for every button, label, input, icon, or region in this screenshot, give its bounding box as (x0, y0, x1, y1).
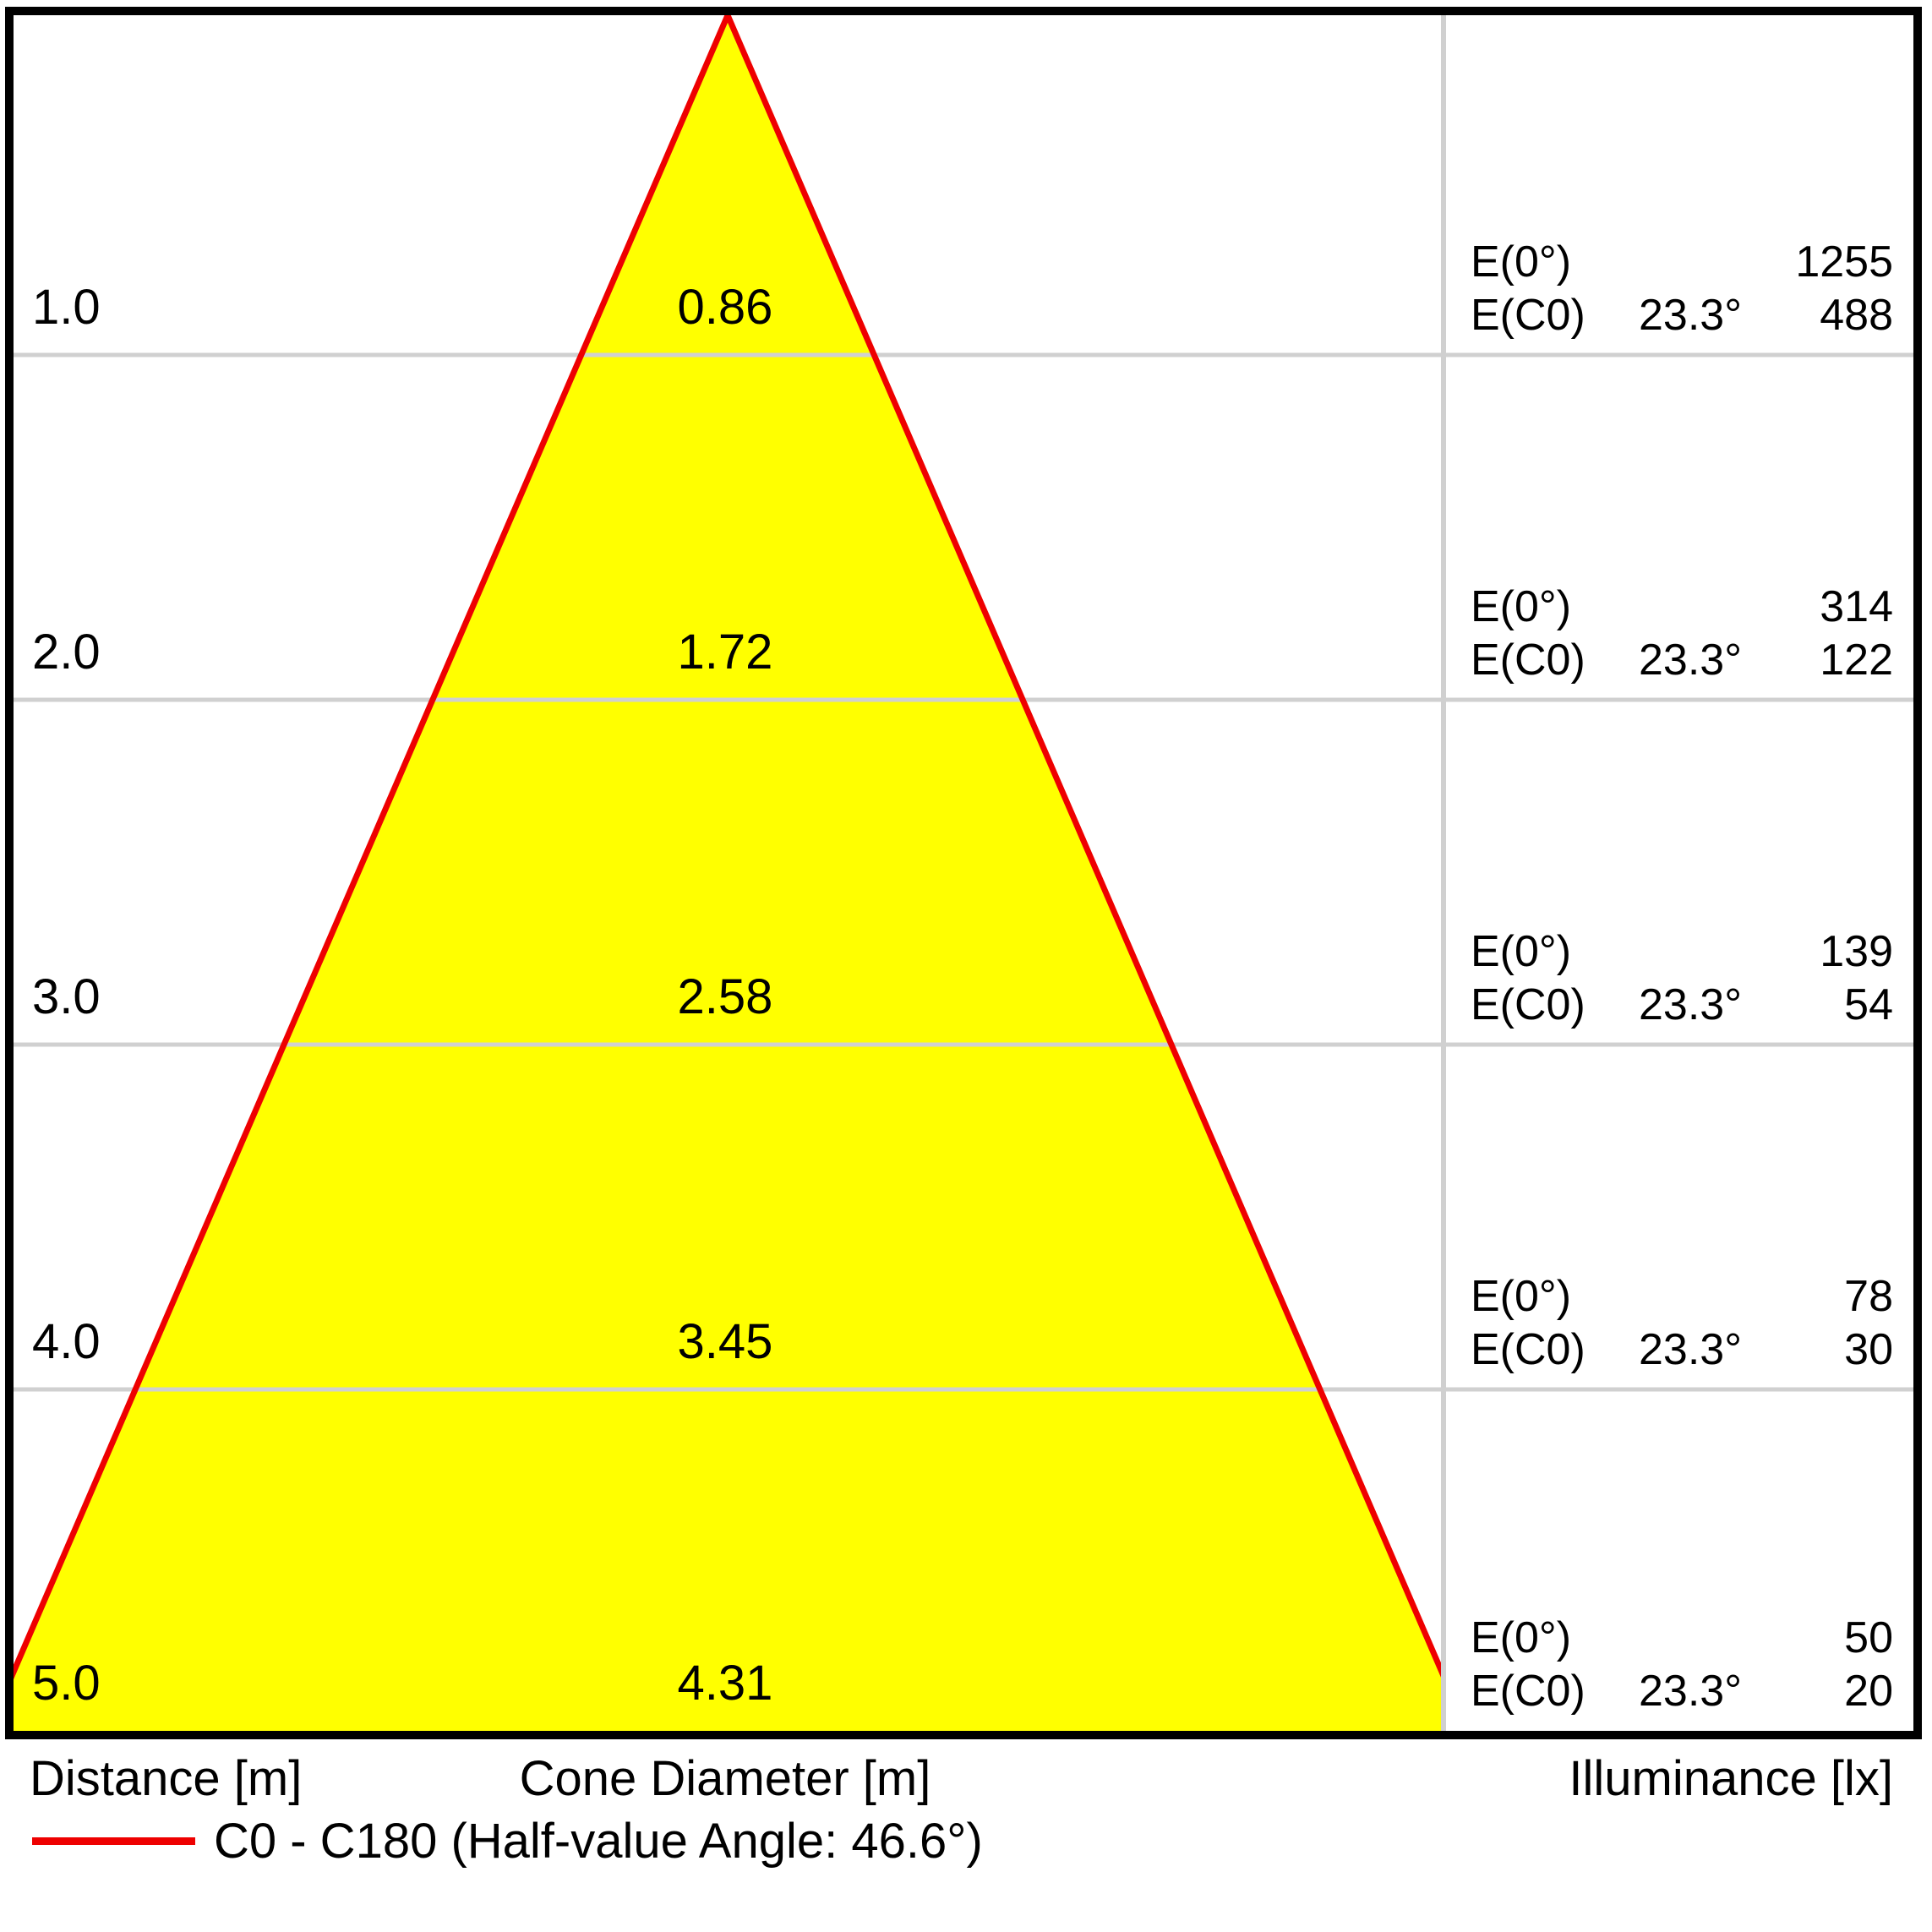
e0-label-1m: E(0°) (1471, 237, 1572, 287)
cone-diameter-label-1m: 0.86 (677, 280, 773, 335)
legend-label: C0 - C180 (Half-value Angle: 46.6°) (214, 1814, 983, 1869)
distance-label-5m: 5.0 (32, 1656, 101, 1711)
legend-red-line-swatch (32, 1837, 195, 1845)
ec0-angle-5m: 23.3° (1638, 1667, 1742, 1716)
cone-diameter-label-2m: 1.72 (677, 625, 773, 679)
e0-value-3m: 139 (1820, 927, 1893, 976)
distance-label-2m: 2.0 (32, 625, 101, 679)
ec0-value-5m: 20 (1844, 1667, 1893, 1716)
ec0-label-2m: E(C0) (1471, 636, 1585, 685)
distance-axis-caption: Distance [m] (30, 1751, 303, 1806)
e0-label-4m: E(0°) (1471, 1272, 1572, 1321)
e0-value-4m: 78 (1844, 1272, 1893, 1321)
beam-edge-right-line (724, 15, 1441, 1678)
ec0-value-4m: 30 (1844, 1325, 1893, 1374)
beam-edge-left-line (14, 15, 731, 1680)
e0-label-2m: E(0°) (1471, 582, 1572, 631)
e0-value-5m: 50 (1844, 1613, 1893, 1662)
distance-label-3m: 3.0 (32, 969, 101, 1024)
cone-diameter-axis-caption: Cone Diameter [m] (519, 1751, 931, 1806)
light-cone-triangle (14, 15, 1441, 1731)
ec0-value-1m: 488 (1820, 291, 1893, 340)
ec0-label-1m: E(C0) (1471, 291, 1585, 340)
cone-plot-area (14, 15, 1913, 1731)
cone-diameter-label-4m: 3.45 (677, 1314, 773, 1369)
e0-value-1m: 1255 (1795, 237, 1893, 287)
e0-value-2m: 314 (1820, 582, 1893, 631)
ec0-label-5m: E(C0) (1471, 1667, 1585, 1716)
ec0-label-4m: E(C0) (1471, 1325, 1585, 1374)
ec0-angle-1m: 23.3° (1638, 291, 1742, 340)
ec0-angle-4m: 23.3° (1638, 1325, 1742, 1374)
cone-diameter-label-5m: 4.31 (677, 1656, 773, 1711)
e0-label-3m: E(0°) (1471, 927, 1572, 976)
ec0-value-2m: 122 (1820, 636, 1893, 685)
ec0-angle-3m: 23.3° (1638, 980, 1742, 1029)
illuminance-axis-caption: Illuminance [lx] (1569, 1751, 1893, 1806)
e0-label-5m: E(0°) (1471, 1613, 1572, 1662)
distance-label-4m: 4.0 (32, 1314, 101, 1369)
distance-label-1m: 1.0 (32, 280, 101, 335)
ec0-value-3m: 54 (1844, 980, 1893, 1029)
cone-diameter-label-3m: 2.58 (677, 969, 773, 1024)
ec0-angle-2m: 23.3° (1638, 636, 1742, 685)
ec0-label-3m: E(C0) (1471, 980, 1585, 1029)
chart-frame (5, 7, 1922, 1739)
